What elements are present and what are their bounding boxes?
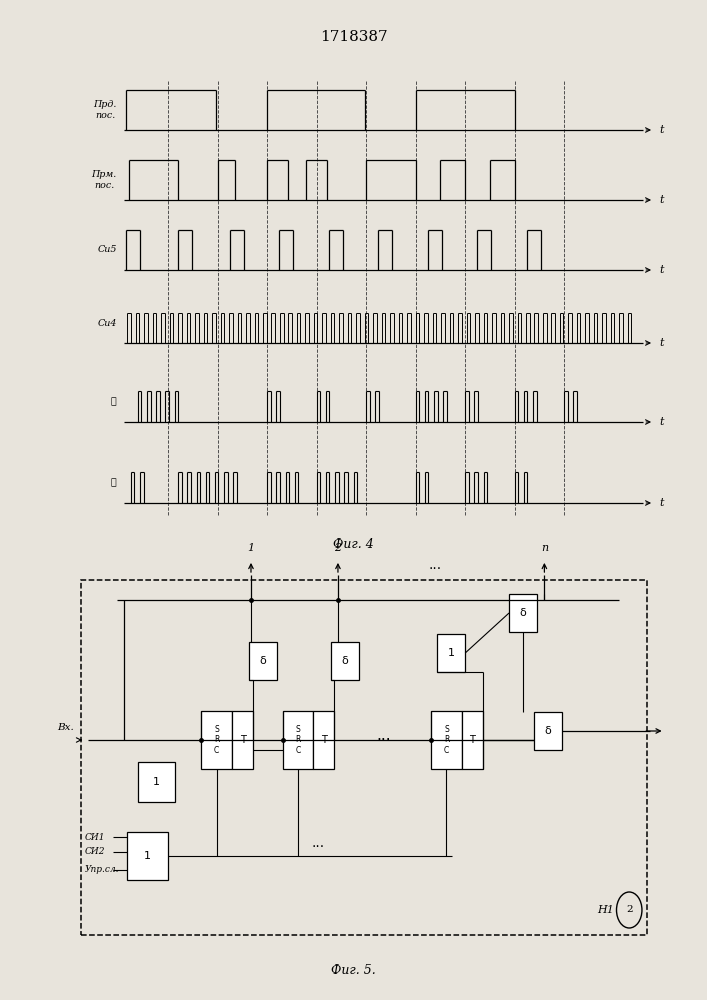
Text: Прм.
пос.: Прм. пос. (91, 170, 117, 190)
Text: 1: 1 (153, 777, 160, 787)
Text: ①: ① (111, 397, 117, 406)
Bar (127, 832, 168, 880)
Text: n: n (541, 543, 548, 553)
Text: 1: 1 (247, 543, 255, 553)
Text: δ: δ (259, 656, 267, 666)
Text: T: T (321, 735, 327, 745)
Text: t: t (659, 195, 663, 205)
Text: ...: ... (312, 836, 325, 850)
Bar (249, 642, 277, 680)
Text: 1: 1 (144, 851, 151, 861)
Text: Прд.
пос.: Прд. пос. (93, 100, 117, 120)
Bar (331, 642, 359, 680)
Bar (138, 762, 175, 802)
Text: СИ2: СИ2 (85, 847, 105, 856)
Text: Си4: Си4 (98, 318, 117, 328)
Bar (283, 711, 313, 769)
Text: 1: 1 (448, 648, 455, 658)
Text: t: t (659, 338, 663, 348)
Text: Фиг. 4: Фиг. 4 (333, 538, 374, 552)
Bar (509, 594, 537, 632)
Bar (534, 712, 562, 750)
Text: t: t (659, 265, 663, 275)
Text: t: t (659, 417, 663, 427)
Bar (313, 711, 334, 769)
Bar (431, 711, 462, 769)
Text: T: T (469, 735, 475, 745)
Bar (201, 711, 232, 769)
Text: Упр.сл.: Упр.сл. (85, 865, 119, 874)
Text: Фиг. 5.: Фиг. 5. (331, 964, 376, 976)
Bar (232, 711, 253, 769)
Text: Вх.: Вх. (57, 722, 74, 732)
Text: 1718387: 1718387 (320, 30, 387, 44)
Text: δ: δ (520, 608, 527, 618)
Text: 2: 2 (334, 543, 341, 553)
Text: S
R
C: S R C (296, 725, 300, 755)
Text: ...: ... (377, 728, 391, 742)
Text: t: t (659, 498, 663, 508)
Bar (81, 580, 647, 935)
Text: СИ1: СИ1 (85, 832, 105, 842)
Text: Н1: Н1 (597, 905, 614, 915)
Text: ②: ② (111, 479, 117, 488)
Bar (437, 634, 465, 672)
Text: 2: 2 (626, 906, 633, 914)
Text: t: t (659, 125, 663, 135)
Text: T: T (240, 735, 245, 745)
Text: δ: δ (544, 726, 551, 736)
Bar (462, 711, 483, 769)
Text: S
R
C: S R C (214, 725, 219, 755)
Text: ...: ... (428, 558, 441, 572)
Text: S
R
C: S R C (444, 725, 449, 755)
Text: δ: δ (341, 656, 349, 666)
Text: Си5: Си5 (98, 245, 117, 254)
